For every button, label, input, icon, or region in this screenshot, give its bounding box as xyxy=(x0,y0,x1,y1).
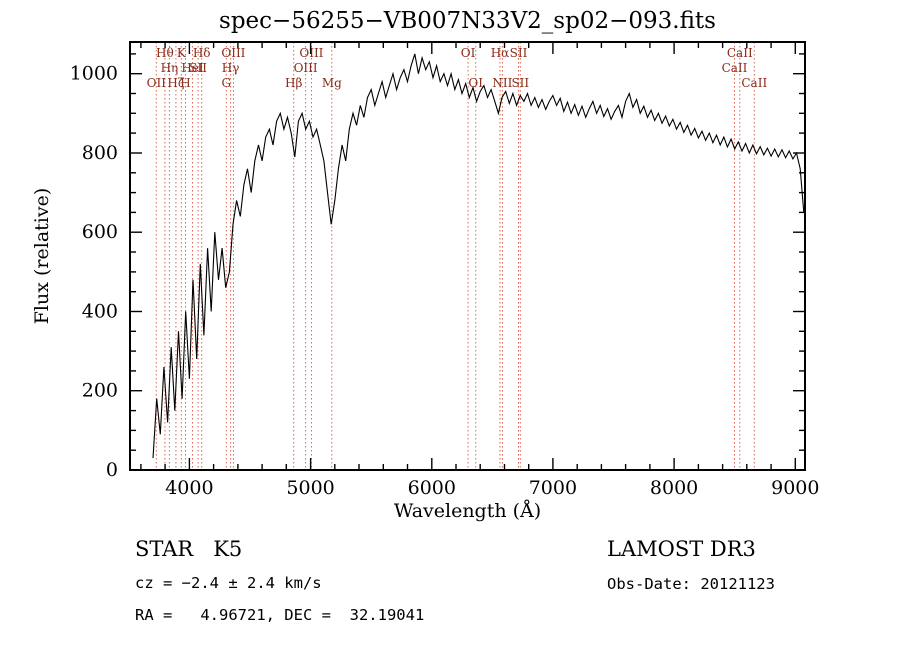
spectral-line-label: Mg xyxy=(322,76,342,90)
spectral-line-label: Hη xyxy=(161,61,179,75)
spectral-line-label: NII xyxy=(492,76,512,90)
spectral-line-label: OIII xyxy=(221,46,245,60)
x-tick-label: 6000 xyxy=(408,477,456,499)
y-tick-label: 800 xyxy=(82,142,118,164)
spectrum-trace xyxy=(152,53,805,459)
x-tick-label: 8000 xyxy=(650,477,698,499)
spectral-line-label: CaII xyxy=(727,46,753,60)
spectral-line-label: Hζ xyxy=(167,76,184,90)
x-axis-label: Wavelength (Å) xyxy=(393,500,542,522)
ra-dec-value: RA = 4.96721, DEC = 32.19041 xyxy=(135,606,425,624)
spectral-line-label: OI xyxy=(468,76,483,90)
spectral-line-label: CaII xyxy=(722,61,748,75)
spectral-line-label: CaII xyxy=(741,76,767,90)
survey-label: LAMOST DR3 xyxy=(607,537,756,561)
obs-date-value: Obs-Date: 20121123 xyxy=(607,575,775,593)
x-tick-label: 7000 xyxy=(529,477,577,499)
spectral-line-label: OIII xyxy=(299,46,323,60)
spectral-line-label: Hβ xyxy=(285,76,302,90)
y-tick-label: 1000 xyxy=(70,63,118,85)
spectral-line-label: Hδ xyxy=(193,46,211,60)
spectral-line-label: SII xyxy=(510,46,528,60)
axes: 4000 5000 6000 7000 8000 9000 0 200 400 600 800 100… xyxy=(70,41,819,499)
spectral-line-label: OII xyxy=(147,76,167,90)
plot-title: spec−56255−VB007N33V2_sp02−093.fits xyxy=(219,8,716,34)
y-tick-label: 0 xyxy=(106,459,118,481)
spectral-line-label: Hγ xyxy=(222,61,240,75)
x-tick-label: 4000 xyxy=(165,477,213,499)
spectral-line-labels: OIIHθHηHζKHHeISIIHδGHγOIIIHβOIIIOIIIMgOI… xyxy=(147,46,768,90)
y-axis-label: Flux (relative) xyxy=(31,187,53,325)
x-tick-label: 9000 xyxy=(771,477,819,499)
spectral-line-label: K xyxy=(177,46,187,60)
spectral-line-label: OIII xyxy=(294,61,318,75)
spectral-line-label: SII xyxy=(511,76,529,90)
spectral-line-markers xyxy=(155,42,755,470)
spectral-line-label: HeI xyxy=(181,61,204,75)
spectral-line-label: Hα xyxy=(491,46,510,60)
spectral-line-label: Hθ xyxy=(156,46,174,60)
spectral-line-label: G xyxy=(222,76,232,90)
cz-value: cz = −2.4 ± 2.4 km/s xyxy=(135,574,322,592)
y-tick-label: 200 xyxy=(82,380,118,402)
y-tick-label: 600 xyxy=(82,221,118,243)
spectral-line-label: SII xyxy=(189,61,207,75)
spectral-line-label: H xyxy=(180,76,190,90)
x-tick-label: 5000 xyxy=(286,477,334,499)
spectral-line-label: OI xyxy=(461,46,476,60)
classification-label: STAR K5 xyxy=(135,537,243,561)
y-tick-label: 400 xyxy=(82,301,118,323)
